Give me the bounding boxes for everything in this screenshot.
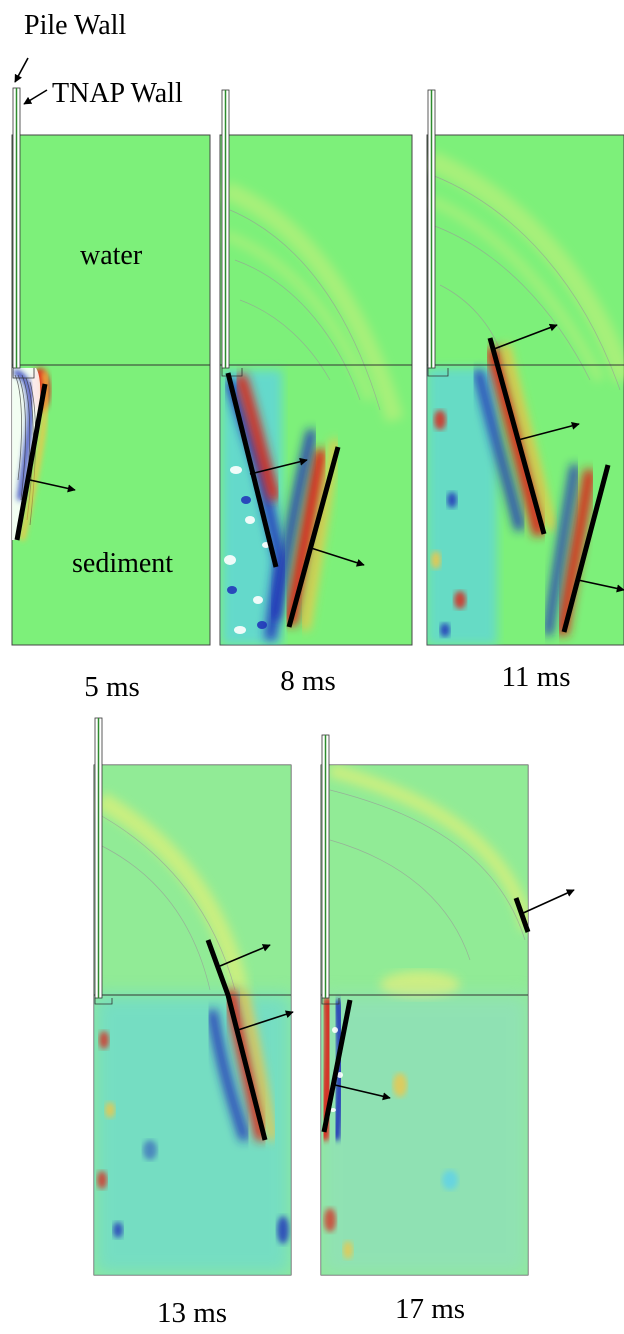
water-label: water xyxy=(80,240,143,271)
time-label-5ms: 5 ms xyxy=(84,671,140,703)
time-label-17ms: 17 ms xyxy=(395,1293,465,1325)
panel-8ms: 8 ms xyxy=(219,89,413,697)
wavefront-line xyxy=(561,464,611,633)
propagation-arrow xyxy=(29,479,76,493)
propagation-arrow xyxy=(334,1084,391,1101)
time-label-13ms: 13 ms xyxy=(157,1297,227,1329)
tnap-wall-label: TNAP Wall xyxy=(52,78,183,109)
wavefront-line xyxy=(225,372,279,568)
wavefront-line xyxy=(205,939,268,1141)
panel-17ms: 17 ms xyxy=(320,734,575,1325)
pile-wall-arrow xyxy=(14,57,29,83)
pile-wall-graphic xyxy=(221,89,243,377)
pile-wall-graphic xyxy=(321,734,340,1005)
propagation-arrow xyxy=(577,579,624,593)
pile-wall-graphic xyxy=(427,89,449,377)
propagation-arrow xyxy=(520,889,575,915)
sediment-label: sediment xyxy=(72,548,173,579)
wavefront-line xyxy=(286,446,341,628)
time-label-8ms: 8 ms xyxy=(280,665,336,697)
panel-5ms: water sediment 5 ms xyxy=(11,87,211,703)
pile-wall-label: Pile Wall xyxy=(24,10,126,41)
time-label-11ms: 11 ms xyxy=(501,661,570,693)
wavefront-line xyxy=(321,999,353,1133)
propagation-arrow xyxy=(310,547,365,567)
tnap-wall-arrow xyxy=(23,89,48,105)
propagation-arrow xyxy=(249,457,308,475)
wavefront-line xyxy=(14,383,48,541)
propagation-arrow xyxy=(517,421,580,441)
panel-11ms: 11 ms xyxy=(426,89,624,693)
wavefront-line xyxy=(487,337,547,535)
pile-wall-graphic xyxy=(94,717,113,1005)
propagation-arrow xyxy=(237,1010,294,1031)
panel-13ms: 13 ms xyxy=(93,717,294,1329)
propagation-arrow xyxy=(219,944,271,967)
propagation-arrow xyxy=(493,323,558,350)
wavefront-line xyxy=(513,897,531,933)
pile-wall-graphic xyxy=(12,87,35,379)
